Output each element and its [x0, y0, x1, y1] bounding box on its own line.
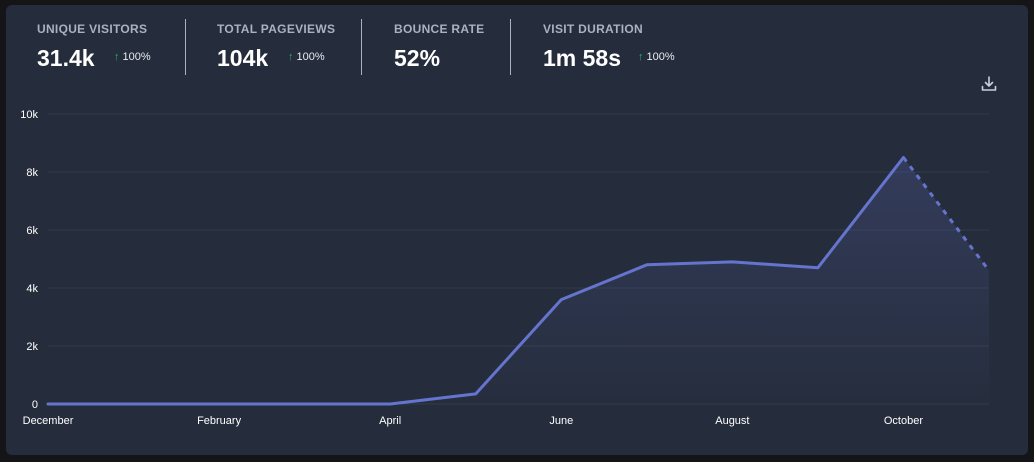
stat-change: ↑ 100% — [288, 51, 325, 63]
data-point[interactable] — [642, 260, 652, 270]
download-icon-graphic — [981, 76, 997, 91]
stat-label: UNIQUE VISITORS — [37, 22, 148, 36]
y-tick-label: 0 — [32, 399, 38, 411]
download-icon[interactable] — [980, 75, 998, 93]
x-tick-label: February — [197, 415, 242, 427]
x-tick-label: April — [379, 415, 401, 427]
stat-change: ↑ 100% — [114, 51, 151, 63]
stats-bar: UNIQUE VISITORS 31.4k ↑ 100% TOTAL PAGEVI… — [6, 5, 726, 85]
stat-value: 1m 58s — [543, 45, 622, 71]
data-point[interactable] — [471, 389, 481, 399]
data-point[interactable] — [385, 399, 395, 409]
stat-value: 31.4k — [37, 45, 95, 71]
data-point[interactable] — [813, 263, 823, 273]
stat-label: VISIT DURATION — [543, 22, 643, 36]
y-tick-label: 6k — [26, 225, 38, 237]
x-tick-label: December — [23, 415, 74, 427]
stat-divider — [510, 19, 511, 75]
x-tick-label: October — [884, 415, 923, 427]
data-point[interactable] — [300, 399, 310, 409]
y-tick-label: 4k — [26, 283, 38, 295]
visitors-line-chart: 0 2k 4k 6k 8k 10k December February April June Aug… — [20, 109, 994, 427]
data-point[interactable] — [214, 399, 224, 409]
y-tick-label: 8k — [26, 167, 38, 179]
stat-divider — [185, 19, 186, 75]
data-point[interactable] — [898, 153, 908, 163]
arrow-up-icon: ↑ — [638, 51, 644, 63]
stat-value: 104k — [217, 45, 269, 71]
y-tick-label: 2k — [26, 341, 38, 353]
stat-divider — [361, 19, 362, 75]
data-point[interactable] — [727, 257, 737, 267]
x-tick-label: June — [549, 415, 573, 427]
y-tick-label: 10k — [20, 109, 38, 121]
data-point[interactable] — [43, 399, 53, 409]
stat-label: BOUNCE RATE — [394, 22, 485, 36]
area-fill — [48, 157, 989, 404]
data-point[interactable] — [129, 399, 139, 409]
arrow-up-icon: ↑ — [114, 51, 120, 63]
data-point[interactable] — [984, 266, 994, 276]
stat-visit-duration[interactable]: VISIT DURATION 1m 58s ↑ 100% — [543, 20, 713, 76]
stat-bounce-rate[interactable]: BOUNCE RATE 52% — [394, 20, 504, 76]
stat-unique-visitors[interactable]: UNIQUE VISITORS 31.4k ↑ 100% — [37, 20, 187, 76]
arrow-up-icon: ↑ — [288, 51, 294, 63]
data-point[interactable] — [556, 295, 566, 305]
stat-value: 52% — [394, 45, 441, 71]
x-tick-label: August — [715, 415, 749, 427]
series-line — [46, 156, 905, 406]
visitors-card: UNIQUE VISITORS 31.4k ↑ 100% TOTAL PAGEVI… — [6, 5, 1028, 455]
stat-label: TOTAL PAGEVIEWS — [217, 22, 336, 36]
stat-total-pageviews[interactable]: TOTAL PAGEVIEWS 104k ↑ 100% — [217, 20, 357, 76]
stat-change: ↑ 100% — [638, 51, 675, 63]
series-line-incomplete — [902, 156, 991, 272]
